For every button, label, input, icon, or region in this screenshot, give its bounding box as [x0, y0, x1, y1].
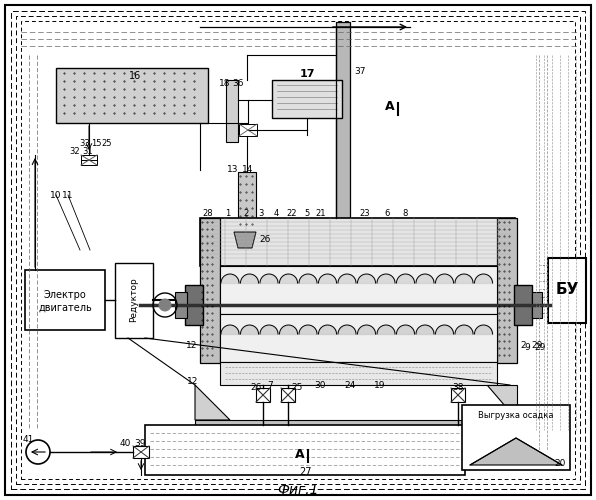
- Bar: [115, 263, 153, 338]
- Text: 11: 11: [62, 190, 74, 200]
- Bar: [532, 292, 542, 318]
- Text: 10: 10: [50, 190, 62, 200]
- Text: 12: 12: [187, 340, 198, 349]
- Text: 2: 2: [520, 340, 526, 349]
- Bar: [256, 388, 270, 402]
- Bar: [336, 22, 350, 237]
- Bar: [200, 218, 515, 266]
- Text: 6: 6: [384, 208, 390, 218]
- Text: 12: 12: [187, 378, 198, 386]
- Text: 21: 21: [316, 208, 326, 218]
- Text: 16: 16: [129, 71, 141, 81]
- Text: 28: 28: [203, 208, 213, 218]
- Text: 13: 13: [227, 166, 239, 174]
- Text: 18: 18: [219, 78, 231, 88]
- Bar: [220, 314, 497, 362]
- Text: Фиг.1: Фиг.1: [277, 483, 319, 497]
- Bar: [548, 258, 586, 323]
- Bar: [462, 405, 570, 470]
- Text: 24: 24: [344, 380, 356, 390]
- Text: 23: 23: [360, 208, 370, 218]
- Text: БУ: БУ: [555, 282, 579, 298]
- Text: 7: 7: [267, 380, 273, 390]
- Bar: [514, 285, 532, 325]
- Text: 29: 29: [534, 344, 546, 352]
- Bar: [451, 388, 465, 402]
- Bar: [195, 420, 517, 428]
- Text: 8: 8: [402, 208, 408, 218]
- Text: 30: 30: [314, 380, 326, 390]
- Bar: [56, 68, 208, 123]
- Text: 4: 4: [274, 208, 278, 218]
- Text: 1: 1: [225, 208, 231, 218]
- Bar: [81, 155, 97, 165]
- Polygon shape: [487, 385, 517, 420]
- Bar: [497, 218, 517, 363]
- Polygon shape: [470, 438, 562, 465]
- Text: 33: 33: [80, 140, 91, 148]
- Polygon shape: [195, 385, 230, 420]
- Text: 38: 38: [452, 384, 464, 392]
- Text: 41: 41: [22, 436, 34, 444]
- Bar: [239, 124, 257, 136]
- Text: 19: 19: [374, 380, 386, 390]
- Text: 17: 17: [299, 69, 315, 79]
- Text: 32: 32: [70, 148, 80, 156]
- Text: Электро: Электро: [44, 290, 86, 300]
- Text: A: A: [295, 448, 305, 462]
- Text: 25: 25: [102, 140, 112, 148]
- Text: 25: 25: [291, 384, 303, 392]
- Text: двигатель: двигатель: [38, 303, 92, 313]
- Bar: [220, 266, 497, 314]
- Text: 36: 36: [232, 78, 244, 88]
- Bar: [240, 248, 254, 260]
- Bar: [175, 292, 187, 318]
- Bar: [185, 285, 203, 325]
- Text: 40: 40: [119, 438, 131, 448]
- Text: 31: 31: [83, 148, 94, 156]
- Text: 22: 22: [287, 208, 297, 218]
- Text: 5: 5: [305, 208, 310, 218]
- Text: Выгрузка осадка: Выгрузка осадка: [478, 410, 554, 420]
- Text: 14: 14: [243, 166, 254, 174]
- Bar: [281, 388, 295, 402]
- Bar: [25, 270, 105, 330]
- Text: A: A: [385, 100, 395, 114]
- Circle shape: [159, 299, 171, 311]
- Text: 20: 20: [554, 458, 566, 468]
- Bar: [272, 80, 342, 118]
- Bar: [220, 362, 497, 385]
- Bar: [200, 218, 220, 363]
- Text: 9: 9: [524, 344, 530, 352]
- Text: 27: 27: [299, 467, 311, 477]
- Bar: [238, 172, 256, 232]
- Text: Редуктор: Редуктор: [129, 278, 138, 322]
- Bar: [226, 80, 238, 142]
- Text: 26: 26: [250, 384, 262, 392]
- Text: 26: 26: [259, 236, 271, 244]
- Text: 15: 15: [91, 140, 101, 148]
- Polygon shape: [234, 232, 256, 248]
- Bar: [133, 446, 149, 458]
- Bar: [145, 425, 465, 475]
- Text: 3: 3: [258, 208, 263, 218]
- Text: 2: 2: [243, 208, 249, 218]
- Text: 39: 39: [134, 438, 146, 448]
- Text: 29: 29: [531, 340, 543, 349]
- Text: 37: 37: [354, 68, 366, 76]
